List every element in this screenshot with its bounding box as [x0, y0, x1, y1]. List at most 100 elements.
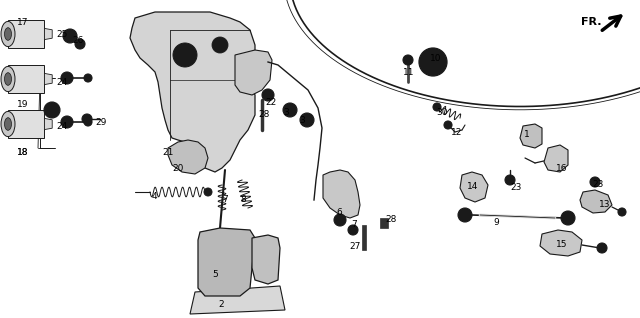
Circle shape — [64, 75, 70, 81]
Text: 24: 24 — [56, 78, 67, 87]
Circle shape — [444, 121, 452, 129]
Text: FR.: FR. — [581, 17, 602, 27]
Ellipse shape — [1, 21, 15, 47]
Circle shape — [348, 225, 358, 235]
Text: 20: 20 — [172, 164, 184, 173]
Text: 22: 22 — [265, 98, 276, 107]
Circle shape — [75, 39, 85, 49]
Circle shape — [173, 43, 197, 67]
Circle shape — [64, 119, 70, 125]
Circle shape — [561, 211, 575, 225]
Text: 23: 23 — [510, 183, 522, 192]
Text: 7: 7 — [222, 195, 228, 204]
Circle shape — [303, 116, 310, 123]
Text: 2: 2 — [218, 300, 223, 309]
Circle shape — [61, 72, 73, 84]
Circle shape — [262, 89, 274, 101]
Circle shape — [337, 217, 343, 223]
Text: 7: 7 — [351, 220, 356, 229]
Ellipse shape — [4, 28, 12, 40]
Polygon shape — [44, 73, 52, 85]
Ellipse shape — [1, 111, 15, 137]
Text: 3: 3 — [299, 116, 305, 125]
Text: 21: 21 — [162, 148, 173, 157]
Text: 24: 24 — [56, 122, 67, 131]
Text: 11: 11 — [403, 68, 415, 77]
Text: 26: 26 — [72, 36, 83, 45]
Ellipse shape — [1, 66, 15, 92]
Polygon shape — [580, 190, 612, 213]
Polygon shape — [362, 225, 366, 250]
Text: 14: 14 — [467, 182, 478, 191]
Text: 15: 15 — [556, 240, 568, 249]
Circle shape — [593, 179, 598, 184]
Circle shape — [212, 37, 228, 53]
Polygon shape — [460, 172, 488, 202]
Text: 1: 1 — [524, 130, 530, 139]
Polygon shape — [190, 286, 285, 314]
Text: 30: 30 — [436, 108, 447, 117]
Polygon shape — [130, 12, 255, 172]
Text: 27: 27 — [349, 242, 360, 251]
Circle shape — [84, 74, 92, 82]
Circle shape — [300, 113, 314, 127]
Circle shape — [84, 118, 92, 126]
Polygon shape — [8, 65, 44, 93]
Circle shape — [66, 32, 74, 40]
Circle shape — [508, 177, 513, 183]
Polygon shape — [252, 235, 280, 284]
Polygon shape — [8, 20, 44, 48]
Polygon shape — [44, 28, 52, 40]
Circle shape — [597, 243, 607, 253]
Text: 5: 5 — [212, 270, 218, 279]
Polygon shape — [44, 118, 52, 130]
Text: 25: 25 — [56, 30, 67, 39]
Polygon shape — [168, 140, 208, 174]
Polygon shape — [235, 50, 272, 95]
Circle shape — [618, 208, 626, 216]
Circle shape — [77, 42, 83, 46]
Text: 29: 29 — [95, 118, 106, 127]
Polygon shape — [544, 145, 568, 172]
Text: 8: 8 — [240, 195, 246, 204]
Circle shape — [334, 214, 346, 226]
Text: 10: 10 — [430, 54, 442, 63]
Circle shape — [283, 103, 297, 117]
Circle shape — [590, 177, 600, 187]
Circle shape — [403, 55, 413, 65]
Circle shape — [63, 29, 77, 43]
Text: 13: 13 — [599, 200, 611, 209]
Circle shape — [433, 103, 441, 111]
Text: 3: 3 — [283, 108, 289, 117]
Circle shape — [458, 208, 472, 222]
Text: 23: 23 — [592, 180, 604, 189]
Circle shape — [82, 114, 92, 124]
Polygon shape — [520, 124, 542, 148]
Circle shape — [47, 106, 56, 114]
Text: 28: 28 — [258, 110, 269, 119]
Ellipse shape — [4, 73, 12, 85]
Circle shape — [61, 116, 73, 128]
Text: 18: 18 — [17, 148, 29, 157]
Polygon shape — [323, 170, 360, 218]
Text: 6: 6 — [336, 208, 342, 217]
Text: 17: 17 — [17, 18, 29, 27]
Circle shape — [419, 48, 447, 76]
Ellipse shape — [4, 118, 12, 130]
Circle shape — [44, 102, 60, 118]
Text: 19: 19 — [17, 100, 29, 109]
Text: 12: 12 — [451, 128, 462, 137]
Text: 16: 16 — [556, 164, 568, 173]
Text: 18: 18 — [17, 148, 29, 157]
Circle shape — [287, 107, 294, 114]
Circle shape — [204, 188, 212, 196]
Circle shape — [505, 175, 515, 185]
Polygon shape — [8, 110, 44, 138]
Text: 28: 28 — [385, 215, 396, 224]
Polygon shape — [540, 230, 582, 256]
Circle shape — [179, 49, 191, 61]
Polygon shape — [380, 218, 388, 228]
Polygon shape — [198, 228, 255, 296]
Text: 4: 4 — [152, 192, 157, 201]
Circle shape — [426, 55, 440, 69]
